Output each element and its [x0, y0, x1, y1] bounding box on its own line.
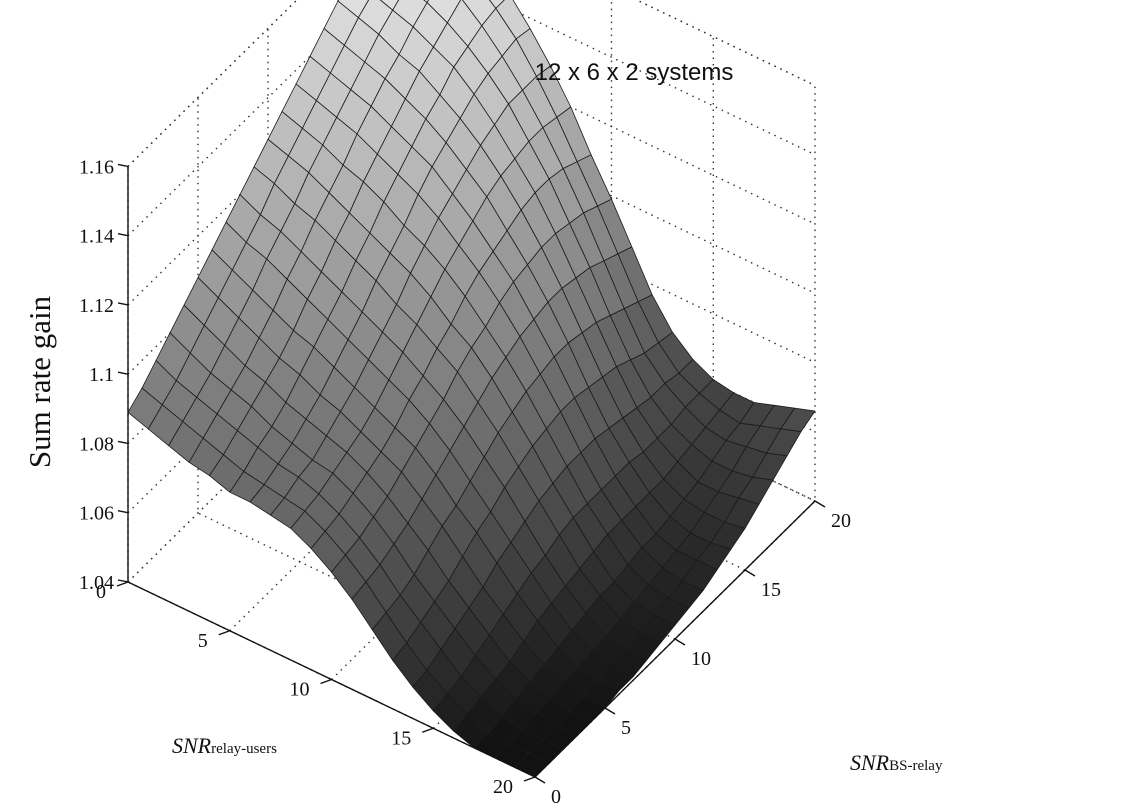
- x-tick-mark: [604, 707, 616, 715]
- x-tick-mark: [674, 638, 686, 646]
- axes: [116, 163, 826, 784]
- y-tick-mark: [116, 581, 129, 587]
- y-tick-mark: [523, 776, 536, 782]
- x-tick-label: 5: [621, 717, 631, 739]
- z-tick-mark: [117, 579, 129, 583]
- x-tick-label: 10: [691, 648, 711, 670]
- y-tick-label: 10: [290, 679, 310, 701]
- y-tick-mark: [320, 678, 332, 685]
- z-tick-label: 1.16: [79, 156, 114, 178]
- z-tick-label: 1.06: [79, 503, 114, 525]
- z-tick-mark: [117, 233, 129, 237]
- z-tick-label: 1.12: [79, 295, 114, 317]
- y-axis-label-sub: relay-users: [211, 741, 277, 757]
- tick-labels: 1.04 1.06 1.08 1.1 1.12 1.14 1.16 0 5 10 15 20 0 5 10 1…: [79, 156, 851, 807]
- surface-mesh: [127, 0, 816, 778]
- x-axis-label-sub: BS-relay: [889, 758, 943, 774]
- z-tick-label: 1.04: [79, 572, 114, 594]
- x-tick-mark: [744, 569, 756, 577]
- z-tick-mark: [117, 510, 129, 514]
- x-axis-label: SNRBS-relay: [850, 750, 943, 775]
- surface-patch: [488, 0, 505, 9]
- z-tick-label: 1.14: [79, 226, 114, 248]
- y-tick-label: 5: [198, 630, 208, 652]
- y-tick-mark: [218, 630, 230, 636]
- z-tick-label: 1.08: [79, 433, 114, 455]
- y-tick-label: 15: [391, 727, 411, 749]
- y-axis-label-main: SNR: [172, 733, 212, 758]
- x-tick-label: 0: [551, 786, 561, 807]
- z-gridline: [127, 0, 816, 237]
- z-tick-mark: [117, 163, 129, 168]
- z-axis-label: Sum rate gain: [22, 295, 57, 468]
- z-tick-label: 1.1: [89, 364, 114, 386]
- x-tick-label: 20: [831, 510, 851, 532]
- z-tick-mark: [117, 371, 129, 375]
- y-tick-label: 20: [493, 776, 513, 798]
- z-tick-mark: [117, 302, 129, 306]
- z-gridline: [127, 28, 816, 306]
- x-tick-mark: [534, 776, 546, 784]
- y-axis-label: SNRrelay-users: [172, 733, 277, 758]
- z-tick-mark: [117, 440, 129, 445]
- y-tick-mark: [422, 727, 434, 733]
- box-edge: [127, 0, 816, 167]
- x-axis-label-main: SNR: [850, 750, 890, 775]
- y-tick-label: 0: [96, 581, 106, 603]
- x-tick-label: 15: [761, 579, 781, 601]
- x-tick-mark: [814, 500, 826, 508]
- chart-title: 12 x 6 x 2 systems: [535, 59, 734, 86]
